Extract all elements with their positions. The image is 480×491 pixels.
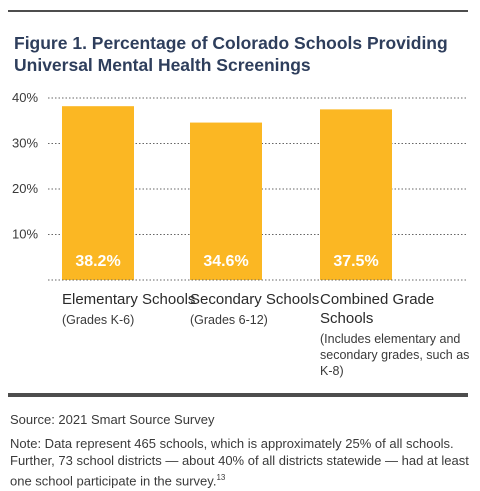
source-text: Source: 2021 Smart Source Survey bbox=[10, 412, 215, 427]
note-text: Note: Data represent 465 schools, which … bbox=[10, 435, 472, 489]
note-body: Note: Data represent 465 schools, which … bbox=[10, 436, 469, 489]
bar-chart: 10% 20% 30% 40% 38.2% 34.6% 37.5% bbox=[12, 90, 468, 281]
chart-title: Figure 1. Percentage of Colorado Schools… bbox=[14, 33, 448, 75]
bottom-rule bbox=[8, 393, 468, 397]
category-note: (Grades K-6) bbox=[62, 313, 135, 327]
y-tick-label: 40% bbox=[12, 90, 38, 105]
category-combined: Combined Grade Schools (Includes element… bbox=[320, 290, 470, 379]
bar bbox=[190, 122, 262, 280]
bar-value-label: 38.2% bbox=[75, 253, 120, 270]
category-label: Combined Grade Schools bbox=[320, 291, 435, 327]
category-label: Elementary Schools bbox=[62, 291, 196, 308]
category-secondary: Secondary Schools (Grades 6-12) bbox=[190, 290, 330, 328]
bar-value-label: 37.5% bbox=[333, 253, 378, 270]
category-label: Secondary Schools bbox=[190, 291, 320, 308]
bar bbox=[320, 109, 392, 280]
bar-value-label: 34.6% bbox=[203, 253, 248, 270]
y-tick-label: 10% bbox=[12, 227, 38, 242]
category-elementary: Elementary Schools (Grades K-6) bbox=[62, 290, 202, 328]
y-tick-label: 30% bbox=[12, 136, 38, 151]
footnote-reference: 13 bbox=[216, 473, 226, 482]
category-note: (Grades 6-12) bbox=[190, 313, 268, 327]
top-rule bbox=[8, 10, 468, 12]
category-note: (Includes elementary and secondary grade… bbox=[320, 332, 470, 378]
bar bbox=[62, 106, 134, 280]
y-tick-label: 20% bbox=[12, 181, 38, 196]
